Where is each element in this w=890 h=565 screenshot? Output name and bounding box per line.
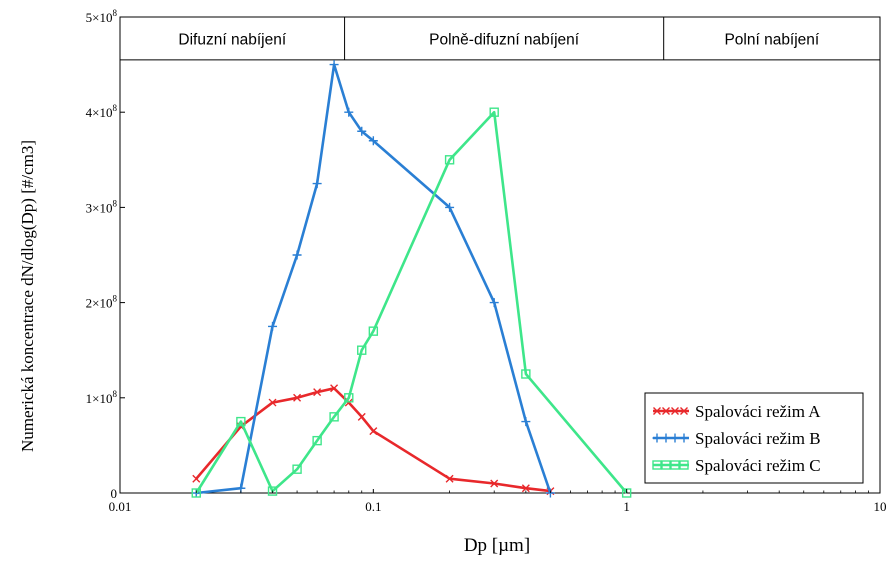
data-point-marker: [268, 398, 277, 407]
data-point-marker: [445, 202, 455, 212]
data-point-marker: [312, 435, 322, 446]
data-point-marker: [661, 460, 671, 470]
y-tick-label: 3×108: [86, 198, 118, 215]
data-point-marker: [662, 407, 670, 415]
data-point-marker: [357, 126, 367, 136]
data-point-marker: [330, 384, 339, 393]
x-tick-label: 0.1: [365, 499, 381, 514]
data-point-marker: [344, 107, 354, 117]
data-point-marker: [329, 412, 339, 422]
y-tick-label: 5×108: [86, 8, 118, 25]
data-point-marker: [267, 486, 278, 496]
plot-area-border: [119, 16, 881, 494]
data-point-marker: [292, 250, 302, 260]
data-point-marker: [444, 155, 455, 165]
y-tick-label: 0: [111, 486, 118, 501]
legend-label: Spalováci režim B: [695, 429, 821, 448]
y-axis-title: Numerická koncentrace dN/dlog(Dp) [#/cm3…: [18, 140, 37, 452]
data-point-marker: [293, 393, 302, 402]
x-tick-label: 1: [623, 499, 630, 514]
x-tick-label: 0.01: [109, 499, 132, 514]
data-point-marker: [445, 474, 454, 483]
data-point-marker: [521, 417, 531, 427]
data-point-marker: [680, 407, 688, 415]
data-point-marker: [312, 179, 322, 189]
region-label: Polně-difuzní nabíjení: [429, 31, 580, 48]
data-point-marker: [236, 416, 246, 427]
charging-regions-band: Difuzní nabíjení Polně-difuzní nabíjení Po…: [120, 17, 880, 61]
data-point-marker: [344, 393, 354, 403]
data-point-marker: [368, 326, 379, 336]
data-point-marker: [192, 474, 201, 483]
legend-entry: Spalováci režim A: [653, 402, 821, 421]
data-point-marker: [521, 369, 531, 379]
data-point-marker: [521, 484, 530, 493]
axis-ticks: 0.01 0.1 1 10 0 1×108 2×108 3×108 4×108 5×108: [86, 8, 887, 514]
y-tick-label: 1×108: [86, 389, 118, 406]
data-point-marker: [368, 136, 378, 146]
data-point-marker: [489, 298, 499, 308]
data-point-marker: [671, 407, 679, 415]
data-point-marker: [489, 107, 499, 117]
legend-label: Spalováci režim A: [695, 402, 821, 421]
data-point-marker: [357, 412, 366, 421]
data-point-marker: [268, 321, 278, 331]
plot-frame: [119, 16, 881, 494]
data-point-marker: [652, 433, 662, 443]
legend-label: Spalováci režim C: [695, 456, 821, 475]
data-point-marker: [191, 488, 201, 498]
legend-entry: Spalováci režim C: [652, 456, 821, 475]
data-point-marker: [653, 407, 661, 415]
data-point-marker: [357, 345, 367, 355]
legend: Spalováci režim A Spalováci režim B Spalov…: [644, 392, 864, 484]
y-tick-label: 2×108: [86, 294, 118, 311]
data-point-marker: [661, 433, 671, 443]
data-point-marker: [652, 460, 662, 470]
x-axis-title: Dp [µm]: [464, 535, 530, 556]
data-point-marker: [679, 460, 689, 470]
data-point-marker: [670, 433, 680, 443]
data-point-marker: [292, 464, 302, 474]
data-point-marker: [490, 479, 499, 488]
data-point-marker: [369, 427, 378, 436]
data-point-marker: [670, 460, 680, 470]
x-tick-label: 10: [874, 499, 887, 514]
region-label: Polní nabíjení: [724, 31, 819, 48]
series-lines: [191, 60, 632, 498]
data-point-marker: [679, 433, 689, 443]
region-label: Difuzní nabíjení: [178, 31, 286, 48]
y-tick-label: 4×108: [86, 103, 118, 120]
data-point-marker: [329, 60, 339, 70]
data-point-marker: [313, 388, 322, 397]
legend-entry: Spalováci režim B: [652, 429, 821, 448]
